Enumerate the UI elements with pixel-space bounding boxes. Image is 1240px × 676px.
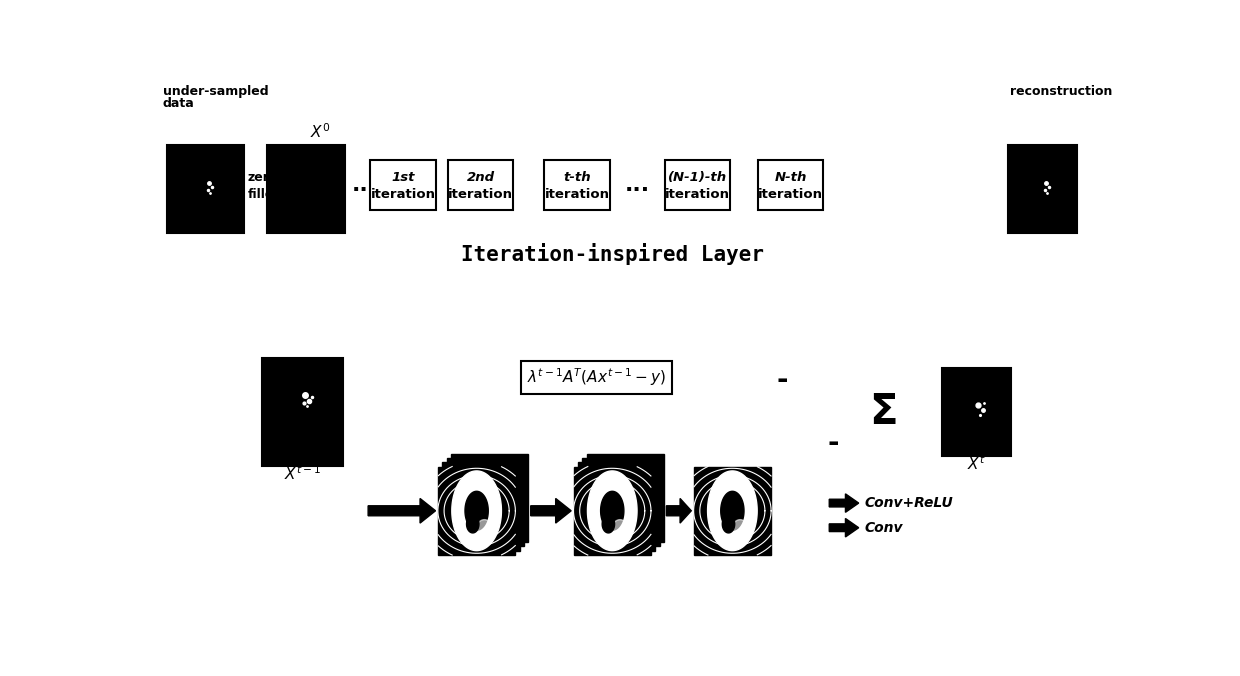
Text: data: data bbox=[162, 97, 195, 110]
Bar bbox=[665, 160, 730, 210]
Bar bbox=[758, 160, 823, 210]
Polygon shape bbox=[603, 515, 615, 533]
Polygon shape bbox=[611, 520, 629, 546]
Bar bbox=[446, 458, 525, 546]
Polygon shape bbox=[708, 471, 758, 551]
Polygon shape bbox=[730, 520, 749, 546]
Polygon shape bbox=[475, 520, 494, 546]
Text: Conv+ReLU: Conv+ReLU bbox=[864, 496, 952, 510]
Polygon shape bbox=[466, 515, 479, 533]
Polygon shape bbox=[720, 491, 744, 530]
Text: ...: ... bbox=[352, 175, 377, 195]
Text: $X^0$: $X^0$ bbox=[310, 122, 330, 141]
Bar bbox=[544, 160, 610, 210]
Text: N-th: N-th bbox=[774, 171, 807, 184]
Text: under-sampled: under-sampled bbox=[162, 85, 268, 98]
Bar bbox=[451, 454, 528, 542]
Polygon shape bbox=[600, 491, 624, 530]
Text: t-th: t-th bbox=[563, 171, 591, 184]
Polygon shape bbox=[368, 498, 435, 523]
Text: $X^t$: $X^t$ bbox=[967, 454, 986, 473]
Text: (N-1)-th: (N-1)-th bbox=[668, 171, 727, 184]
Polygon shape bbox=[830, 518, 858, 537]
Text: iteration: iteration bbox=[544, 187, 610, 201]
Bar bbox=[587, 454, 665, 542]
Bar bbox=[573, 466, 651, 555]
Bar bbox=[268, 145, 345, 233]
Text: Conv: Conv bbox=[864, 521, 903, 535]
Text: iteration: iteration bbox=[371, 187, 435, 201]
Text: 2nd: 2nd bbox=[466, 171, 495, 184]
Text: reconstruction: reconstruction bbox=[1009, 85, 1112, 98]
Text: iteration: iteration bbox=[448, 187, 513, 201]
Text: iteration: iteration bbox=[665, 187, 730, 201]
Text: 1st: 1st bbox=[392, 171, 414, 184]
Text: $\lambda^{t-1}A^T(Ax^{t-1}-y)$: $\lambda^{t-1}A^T(Ax^{t-1}-y)$ bbox=[527, 366, 666, 389]
Text: filled: filled bbox=[248, 188, 283, 201]
Bar bbox=[1007, 145, 1078, 233]
Text: Iteration-inspired Layer: Iteration-inspired Layer bbox=[461, 243, 764, 266]
Bar bbox=[521, 362, 672, 393]
Bar bbox=[438, 466, 516, 555]
Text: Σ: Σ bbox=[869, 391, 898, 433]
Polygon shape bbox=[666, 498, 692, 523]
Bar bbox=[262, 358, 343, 466]
Text: zero: zero bbox=[248, 171, 278, 184]
Polygon shape bbox=[531, 498, 572, 523]
Bar bbox=[443, 462, 520, 551]
Bar bbox=[166, 145, 244, 233]
Bar bbox=[583, 458, 660, 546]
Bar bbox=[370, 160, 436, 210]
Polygon shape bbox=[588, 471, 637, 551]
Polygon shape bbox=[451, 471, 501, 551]
Text: ...: ... bbox=[625, 175, 650, 195]
Text: iteration: iteration bbox=[758, 187, 823, 201]
Polygon shape bbox=[830, 494, 858, 512]
Text: $X^{t-1}$: $X^{t-1}$ bbox=[284, 464, 321, 483]
Bar bbox=[448, 160, 513, 210]
Bar bbox=[941, 368, 1012, 456]
Polygon shape bbox=[723, 515, 734, 533]
Text: -: - bbox=[777, 366, 789, 394]
Bar bbox=[693, 466, 771, 555]
Text: -: - bbox=[827, 429, 839, 457]
Polygon shape bbox=[465, 491, 489, 530]
Bar bbox=[578, 462, 655, 551]
